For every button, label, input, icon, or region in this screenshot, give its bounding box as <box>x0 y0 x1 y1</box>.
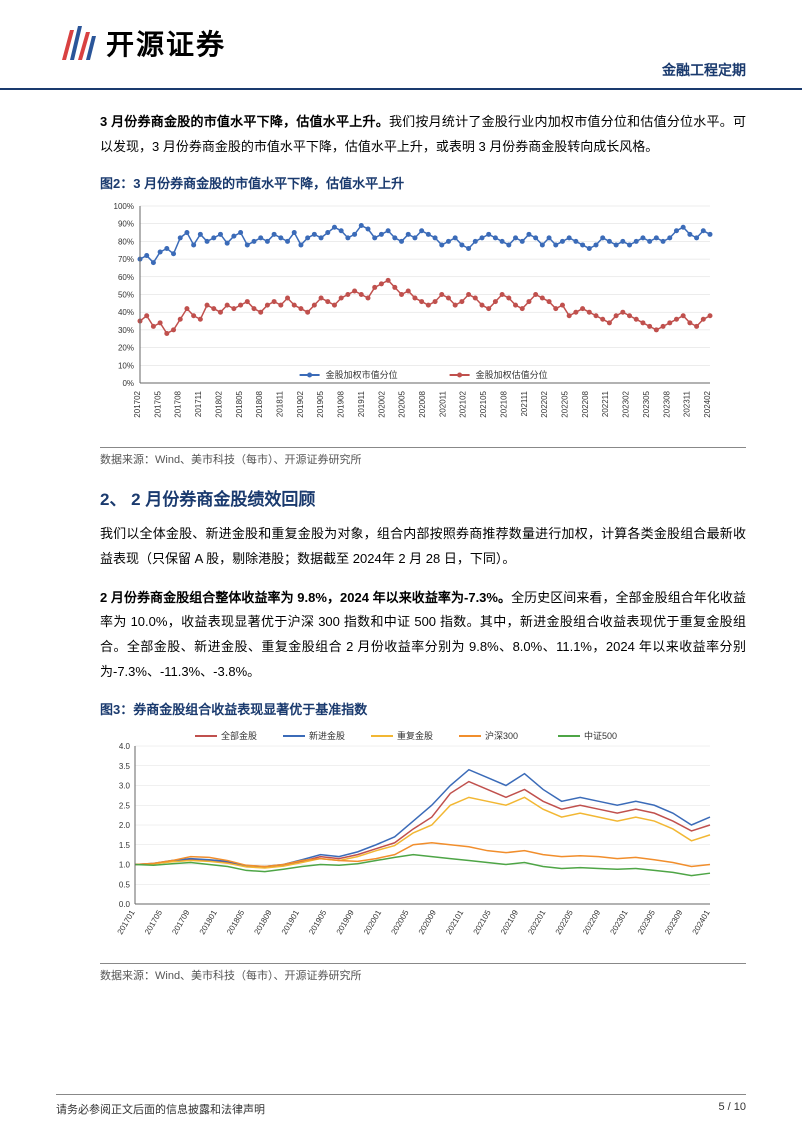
footer-page: 5 / 10 <box>718 1101 746 1117</box>
svg-text:202002: 202002 <box>377 391 386 418</box>
svg-text:4.0: 4.0 <box>119 742 131 751</box>
section2-p2-lead: 2 月份券商金股组合整体收益率为 9.8%，2024 年以来收益率为-7.3%。 <box>100 590 511 605</box>
svg-text:20%: 20% <box>118 344 134 353</box>
svg-text:201708: 201708 <box>174 391 183 418</box>
svg-text:201808: 201808 <box>255 391 264 418</box>
company-name: 开源证券 <box>106 23 226 63</box>
svg-text:1.0: 1.0 <box>119 860 131 869</box>
svg-text:201811: 201811 <box>276 391 285 418</box>
svg-text:90%: 90% <box>118 220 134 229</box>
fig3-source: 数据来源：Wind、美市科技（每市）、开源证券研究所 <box>100 963 746 983</box>
svg-text:202211: 202211 <box>601 391 610 418</box>
svg-text:2.5: 2.5 <box>119 801 131 810</box>
fig2-title: 图2：3 月份券商金股的市值水平下降，估值水平上升 <box>100 173 746 192</box>
logo-icon <box>56 22 98 64</box>
svg-text:10%: 10% <box>118 362 134 371</box>
svg-text:202111: 202111 <box>520 391 529 417</box>
svg-text:3.5: 3.5 <box>119 761 131 770</box>
svg-text:202102: 202102 <box>459 391 468 418</box>
svg-text:100%: 100% <box>114 202 134 211</box>
svg-text:沪深300: 沪深300 <box>485 730 518 741</box>
svg-text:40%: 40% <box>118 309 134 318</box>
svg-text:201802: 201802 <box>214 391 223 418</box>
svg-text:201911: 201911 <box>357 391 366 418</box>
fig3-title: 图3：券商金股组合收益表现显著优于基准指数 <box>100 699 746 718</box>
page-footer: 请务必参阅正文后面的信息披露和法律声明 5 / 10 <box>56 1094 746 1117</box>
footer-disclaimer: 请务必参阅正文后面的信息披露和法律声明 <box>56 1101 265 1117</box>
svg-text:30%: 30% <box>118 326 134 335</box>
svg-text:202305: 202305 <box>642 391 651 418</box>
company-logo: 开源证券 <box>56 22 226 64</box>
paragraph-1: 3 月份券商金股的市值水平下降，估值水平上升。我们按月统计了金股行业内加权市值分… <box>100 110 746 159</box>
section2-p1: 我们以全体金股、新进金股和重复金股为对象，组合内部按照券商推荐数量进行加权，计算… <box>100 522 746 571</box>
svg-text:201702: 201702 <box>133 391 142 418</box>
fig2-svg: 0% 10% 20% 30% 40% 50% 60% 70% 80% 90% 100% 201702 2… <box>100 198 720 438</box>
svg-text:2.0: 2.0 <box>119 821 131 830</box>
svg-text:全部金股: 全部金股 <box>221 730 257 741</box>
svg-text:0%: 0% <box>122 379 134 388</box>
section2-title: 2、 2 月份券商金股绩效回顾 <box>100 485 746 510</box>
main-content: 3 月份券商金股的市值水平下降，估值水平上升。我们按月统计了金股行业内加权市值分… <box>0 90 802 983</box>
svg-text:202011: 202011 <box>438 391 447 418</box>
page-header: 开源证券 金融工程定期 <box>0 0 802 90</box>
svg-text:202308: 202308 <box>662 391 671 418</box>
fig3-svg: 0.00.51.01.52.02.53.03.54.02017012017052… <box>100 724 720 954</box>
svg-text:201908: 201908 <box>337 391 346 418</box>
svg-text:202108: 202108 <box>499 391 508 418</box>
svg-text:0.5: 0.5 <box>119 880 131 889</box>
fig3-chart: 0.00.51.01.52.02.53.03.54.02017012017052… <box>100 724 746 959</box>
fig2-chart: 0% 10% 20% 30% 40% 50% 60% 70% 80% 90% 100% 201702 2… <box>100 198 746 443</box>
section2-p2: 2 月份券商金股组合整体收益率为 9.8%，2024 年以来收益率为-7.3%。… <box>100 586 746 685</box>
svg-text:80%: 80% <box>118 238 134 247</box>
svg-text:202202: 202202 <box>540 391 549 418</box>
svg-text:3.0: 3.0 <box>119 781 131 790</box>
svg-text:202302: 202302 <box>622 391 631 418</box>
svg-text:202005: 202005 <box>398 391 407 418</box>
svg-text:202105: 202105 <box>479 391 488 418</box>
para1-lead: 3 月份券商金股的市值水平下降，估值水平上升。 <box>100 114 389 129</box>
fig2-source: 数据来源：Wind、美市科技（每市）、开源证券研究所 <box>100 447 746 467</box>
svg-text:金股加权市值分位: 金股加权市值分位 <box>326 369 398 380</box>
svg-text:新进金股: 新进金股 <box>309 730 345 741</box>
svg-text:1.5: 1.5 <box>119 840 131 849</box>
svg-text:201805: 201805 <box>235 391 244 418</box>
svg-text:60%: 60% <box>118 273 134 282</box>
svg-text:201711: 201711 <box>194 391 203 418</box>
svg-text:201902: 201902 <box>296 391 305 418</box>
svg-text:50%: 50% <box>118 291 134 300</box>
svg-text:202008: 202008 <box>418 391 427 418</box>
svg-text:201705: 201705 <box>153 391 162 418</box>
report-category: 金融工程定期 <box>662 60 746 80</box>
svg-text:70%: 70% <box>118 255 134 264</box>
svg-text:202205: 202205 <box>561 391 570 418</box>
svg-text:202208: 202208 <box>581 391 590 418</box>
svg-text:中证500: 中证500 <box>584 730 617 741</box>
svg-text:201905: 201905 <box>316 391 325 418</box>
svg-text:0.0: 0.0 <box>119 900 131 909</box>
svg-text:202402: 202402 <box>703 391 712 418</box>
svg-text:202311: 202311 <box>683 391 692 418</box>
svg-text:金股加权估值分位: 金股加权估值分位 <box>476 369 548 380</box>
svg-text:重复金股: 重复金股 <box>397 730 433 741</box>
